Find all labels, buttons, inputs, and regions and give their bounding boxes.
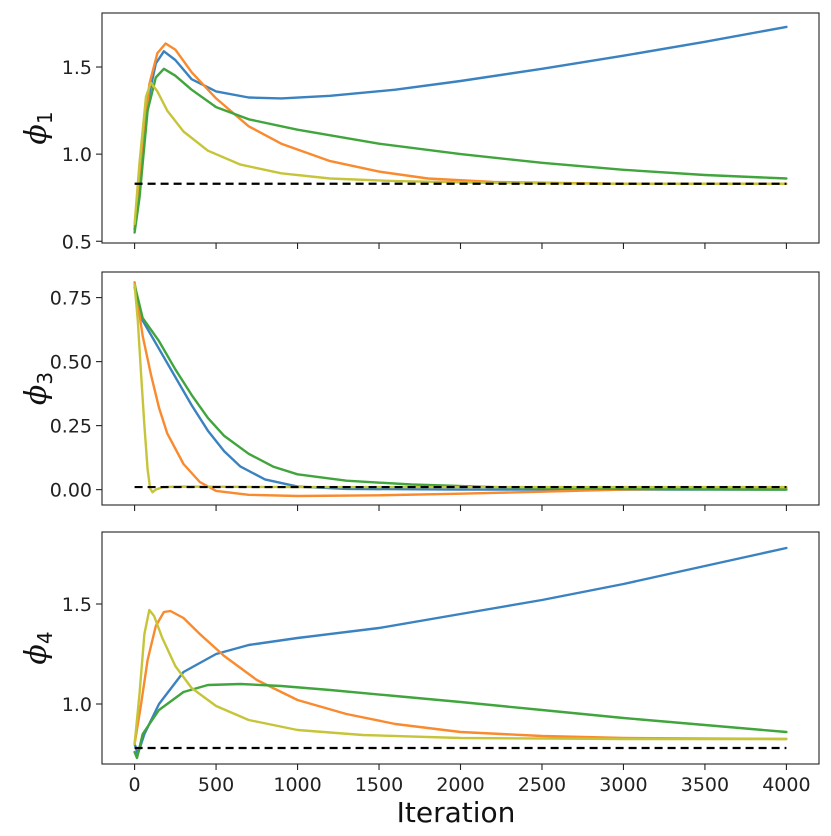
y-tick-label: 1.0 <box>62 144 92 166</box>
y-tick-label: 1.5 <box>62 57 92 79</box>
x-tick-label: 3500 <box>681 774 729 796</box>
plot-frame <box>101 531 820 765</box>
x-tick-label: 0 <box>129 774 141 796</box>
x-tick-label: 500 <box>198 774 234 796</box>
panel-phi-3: 0.00 0.25 0.50 0.75 ϕ3 <box>19 271 820 511</box>
x-axis: 0 500 1000 1500 2000 2500 3000 3500 4000 <box>129 774 811 796</box>
y-tick-label: 1.0 <box>62 694 92 716</box>
plot-frame <box>101 12 820 244</box>
series-line-olive <box>133 283 788 494</box>
series-line-orange <box>133 609 788 746</box>
x-tick-label: 2000 <box>436 774 484 796</box>
x-tick-label: 3000 <box>599 774 647 796</box>
y-axis-label: ϕ3 <box>19 372 57 405</box>
series-line-blue <box>133 25 788 231</box>
x-tick-label: 4000 <box>762 774 810 796</box>
panel-phi-4: 1.01.5ϕ4 <box>19 531 820 770</box>
y-axis-symbol: ϕ <box>19 644 54 664</box>
y-axis-label: ϕ4 <box>19 631 57 664</box>
x-axis-label: Iteration <box>397 796 516 829</box>
y-axis-subscript: 3 <box>33 372 57 385</box>
y-tick-label: 0.25 <box>50 416 92 438</box>
series-line-olive <box>133 81 788 225</box>
series-line-green <box>133 682 788 760</box>
y-tick-label: 0.00 <box>50 480 92 502</box>
series-line-olive <box>133 608 788 746</box>
y-axis-subscript: 1 <box>33 111 57 124</box>
x-tick-label: 1500 <box>355 774 403 796</box>
y-axis-symbol: ϕ <box>19 124 54 144</box>
series-line-orange <box>133 42 788 229</box>
x-tick-label: 1000 <box>273 774 321 796</box>
y-axis-symbol: ϕ <box>19 385 54 405</box>
series-line-orange <box>133 281 788 498</box>
series-line-blue <box>133 286 788 491</box>
y-axis-subscript: 4 <box>33 631 57 644</box>
y-tick-label: 0.75 <box>50 288 92 310</box>
x-tick-label: 2500 <box>518 774 566 796</box>
series-line-green <box>133 67 788 234</box>
plot-frame <box>101 271 820 506</box>
y-tick-label: 0.50 <box>50 352 92 374</box>
y-tick-label: 1.5 <box>62 594 92 616</box>
panel-phi-1: 0.5 1.0 1.5 ϕ1 <box>19 12 820 253</box>
y-tick-label: 0.5 <box>62 231 92 253</box>
y-axis-label: ϕ1 <box>19 111 57 144</box>
